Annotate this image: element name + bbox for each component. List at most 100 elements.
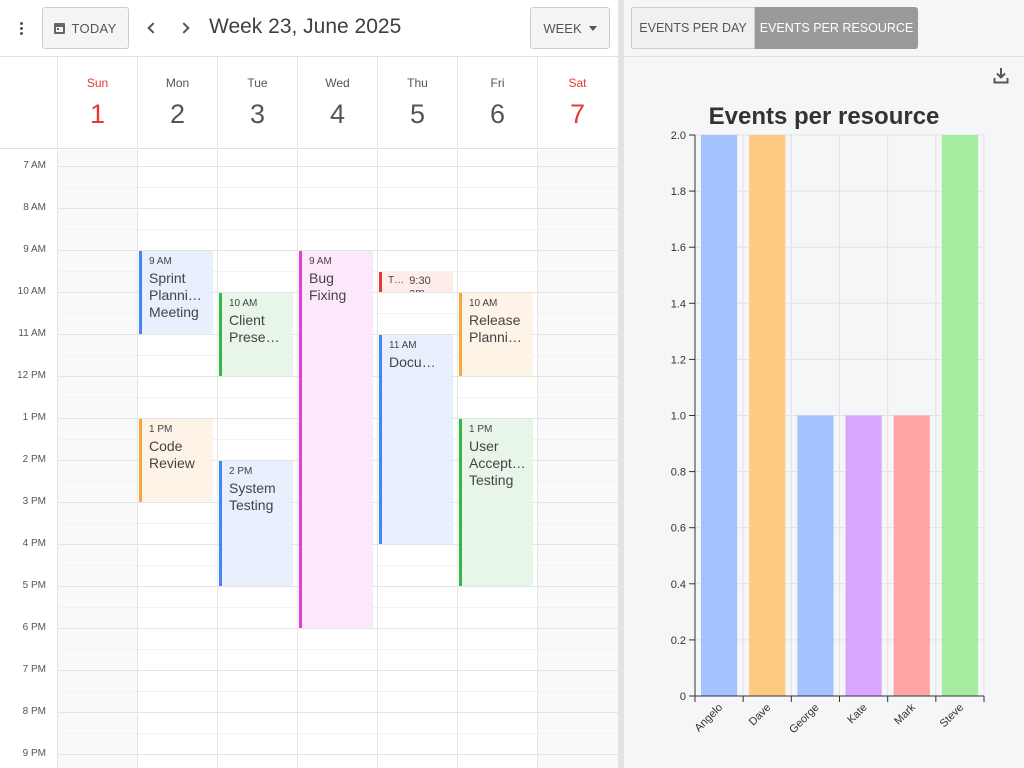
time-label: 9 PM bbox=[22, 748, 46, 759]
hour-gridline bbox=[57, 628, 618, 629]
x-tick-label: Mark bbox=[892, 701, 918, 727]
events-per-resource-chart: Events per resource 0 0.2 0.4 0.6 0.8 1.0 1.2 1.… bbox=[671, 103, 985, 736]
y-tick-label: 1.8 bbox=[671, 186, 686, 198]
day-header-sun[interactable]: Sun 1 bbox=[57, 57, 137, 149]
calendar-event[interactable]: 2 PM System Testing bbox=[219, 461, 293, 586]
time-label: 3 PM bbox=[22, 496, 46, 507]
bar-kate bbox=[845, 415, 882, 696]
hour-gridline bbox=[57, 166, 618, 167]
event-title: Release Planni… bbox=[469, 312, 522, 345]
calendar-event[interactable]: 10 AM Client Presen… bbox=[219, 293, 293, 376]
hour-gridline bbox=[57, 208, 618, 209]
day-number[interactable]: 7 bbox=[569, 99, 586, 129]
chart-pane: EVENTS PER DAY EVENTS PER RESOURCE Event… bbox=[624, 0, 1024, 768]
event-time: 10 AM bbox=[469, 298, 498, 309]
calendar-event[interactable]: 11 AM Docum… bbox=[379, 335, 453, 544]
next-week-button[interactable] bbox=[172, 15, 198, 41]
x-tick-label: Steve bbox=[938, 702, 966, 730]
more-vert-icon[interactable] bbox=[12, 16, 30, 40]
time-label: 5 PM bbox=[22, 580, 46, 591]
week-title: Week 23, June 2025 bbox=[209, 15, 402, 38]
today-button[interactable]: TODAY bbox=[42, 7, 129, 49]
day-header-mon[interactable]: Mon 2 bbox=[137, 57, 217, 149]
y-tick-label: 1.6 bbox=[671, 242, 686, 254]
day-number[interactable]: 1 bbox=[89, 99, 106, 129]
time-label: 2 PM bbox=[22, 454, 46, 465]
hour-gridline bbox=[57, 250, 618, 251]
time-label: 11 AM bbox=[18, 328, 46, 339]
view-selector-button[interactable]: WEEK bbox=[530, 7, 610, 49]
event-title: User Accept… Testing bbox=[469, 438, 526, 488]
time-label: 7 PM bbox=[22, 664, 46, 675]
hour-gridline bbox=[57, 670, 618, 671]
day-name: Sun bbox=[86, 76, 109, 90]
time-label: 8 PM bbox=[22, 706, 46, 717]
calendar-event[interactable]: 1 PM User Accept… Testing bbox=[459, 419, 533, 586]
calendar-pane: TODAY Week 23, June 2025 WEEK Sun 1 Mon 2 Tu… bbox=[0, 7, 618, 768]
day-column-divider bbox=[217, 150, 218, 768]
y-tick-label: 1.2 bbox=[671, 354, 686, 366]
half-hour-gridline bbox=[57, 691, 618, 692]
download-icon[interactable] bbox=[993, 67, 1009, 85]
event-time: 9 AM bbox=[309, 256, 332, 267]
event-time: 1 PM bbox=[469, 424, 493, 435]
day-number[interactable]: 6 bbox=[489, 99, 506, 129]
event-time: 10 AM bbox=[229, 298, 258, 309]
week-time-grid[interactable]: 7 AM 8 AM 9 AM 10 AM 11 AM 12 PM 1 PM 2 PM 3 PM 4… bbox=[0, 150, 618, 768]
bar-george bbox=[797, 415, 834, 696]
day-name: Mon bbox=[165, 76, 190, 90]
event-time: 11 AM bbox=[389, 340, 417, 351]
event-title: Code Review bbox=[149, 438, 195, 471]
day-header-fri[interactable]: Fri 6 bbox=[457, 57, 537, 149]
event-time: 1 PM bbox=[149, 424, 173, 435]
bar-dave bbox=[749, 135, 786, 696]
day-header-tue[interactable]: Tue 3 bbox=[217, 57, 297, 149]
half-hour-gridline bbox=[57, 733, 618, 734]
time-label: 12 PM bbox=[17, 370, 46, 381]
day-number[interactable]: 4 bbox=[329, 99, 346, 129]
bar-mark bbox=[893, 415, 930, 696]
calendar-event[interactable]: 10 AM Release Planni… bbox=[459, 293, 533, 376]
y-tick-label: 0.4 bbox=[671, 579, 686, 591]
chevron-left-icon bbox=[146, 22, 159, 34]
previous-week-button[interactable] bbox=[138, 15, 164, 41]
day-header-thu[interactable]: Thu 5 bbox=[377, 57, 457, 149]
x-tick-label: Dave bbox=[747, 702, 774, 729]
day-column-divider bbox=[137, 150, 138, 768]
day-name: Wed bbox=[325, 76, 350, 90]
y-tick-label: 0 bbox=[680, 691, 686, 703]
tab-events-per-day[interactable]: EVENTS PER DAY bbox=[631, 7, 755, 49]
time-label: 4 PM bbox=[22, 538, 46, 549]
event-time: 9:30 am bbox=[409, 275, 431, 292]
chevron-right-icon bbox=[177, 22, 190, 34]
time-label: 10 AM bbox=[17, 286, 46, 297]
time-label: 7 AM bbox=[23, 160, 46, 171]
event-title: System Testing bbox=[229, 480, 276, 513]
day-column-divider bbox=[377, 150, 378, 768]
y-tick-label: 0.6 bbox=[671, 523, 686, 535]
half-hour-gridline bbox=[57, 229, 618, 230]
pane-splitter[interactable] bbox=[618, 0, 624, 768]
event-title: Docum… bbox=[389, 354, 447, 370]
day-number[interactable]: 3 bbox=[249, 99, 266, 129]
calendar-event[interactable]: 9 AM Bug Fixing bbox=[299, 251, 373, 628]
x-tick-label: George bbox=[787, 702, 821, 736]
y-tick-label: 2.0 bbox=[671, 130, 686, 142]
day-header-wed[interactable]: Wed 4 bbox=[297, 57, 377, 149]
day-number[interactable]: 5 bbox=[409, 99, 426, 129]
event-time: 9 AM bbox=[149, 256, 172, 267]
calendar-event[interactable]: 1 PM Code Review bbox=[139, 419, 213, 502]
time-label: 9 AM bbox=[23, 244, 46, 255]
calendar-event[interactable]: 9 AM Sprint Planni… Meeting bbox=[139, 251, 213, 334]
day-number[interactable]: 2 bbox=[169, 99, 186, 129]
weekend-column-bg bbox=[537, 150, 618, 768]
x-tick-label: Angelo bbox=[692, 702, 725, 735]
tab-events-per-resource[interactable]: EVENTS PER RESOURCE bbox=[755, 7, 918, 49]
day-name: Thu bbox=[407, 76, 428, 90]
day-name: Sat bbox=[568, 76, 587, 90]
y-tick-label: 1.4 bbox=[671, 298, 686, 310]
day-header-sat[interactable]: Sat 7 bbox=[537, 57, 617, 149]
calendar-event[interactable]: T… 9:30 am bbox=[379, 272, 453, 292]
x-tick-label: Kate bbox=[845, 702, 869, 726]
bar-steve bbox=[941, 135, 978, 696]
